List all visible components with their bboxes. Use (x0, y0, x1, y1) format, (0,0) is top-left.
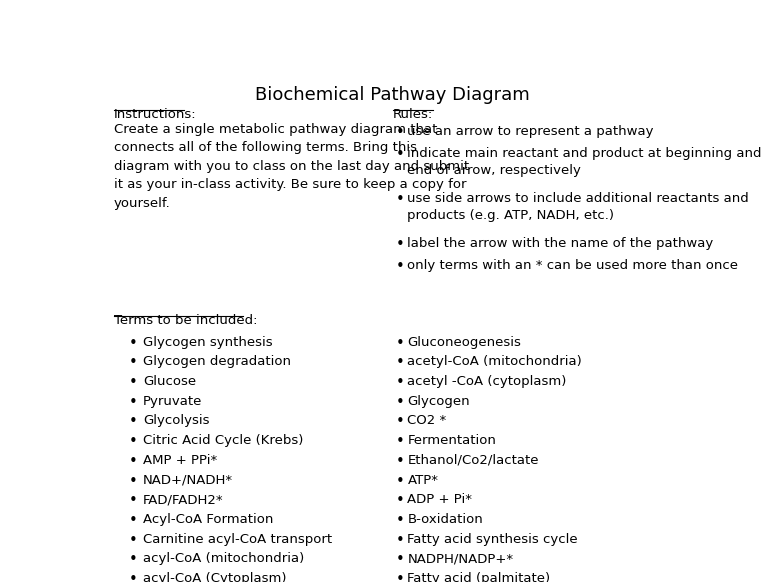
Text: only terms with an * can be used more than once: only terms with an * can be used more th… (408, 259, 738, 272)
Text: •: • (129, 494, 137, 508)
Text: •: • (129, 513, 137, 528)
Text: Gluconeogenesis: Gluconeogenesis (408, 336, 522, 349)
Text: Citric Acid Cycle (Krebs): Citric Acid Cycle (Krebs) (143, 434, 303, 447)
Text: Acyl-CoA Formation: Acyl-CoA Formation (143, 513, 273, 526)
Text: •: • (395, 355, 404, 370)
Text: •: • (395, 395, 404, 410)
Text: •: • (129, 355, 137, 370)
Text: •: • (395, 533, 404, 548)
Text: •: • (395, 474, 404, 489)
Text: •: • (395, 454, 404, 469)
Text: Glycogen degradation: Glycogen degradation (143, 355, 291, 368)
Text: acetyl-CoA (mitochondria): acetyl-CoA (mitochondria) (408, 355, 582, 368)
Text: •: • (129, 375, 137, 390)
Text: •: • (129, 434, 137, 449)
Text: •: • (395, 336, 404, 350)
Text: ADP + Pi*: ADP + Pi* (408, 494, 473, 506)
Text: Fermentation: Fermentation (408, 434, 496, 447)
Text: •: • (129, 552, 137, 567)
Text: Glucose: Glucose (143, 375, 196, 388)
Text: B-oxidation: B-oxidation (408, 513, 483, 526)
Text: •: • (395, 236, 404, 251)
Text: CO2 *: CO2 * (408, 414, 447, 427)
Text: Glycogen: Glycogen (408, 395, 470, 408)
Text: •: • (395, 191, 404, 207)
Text: use side arrows to include additional reactants and
products (e.g. ATP, NADH, et: use side arrows to include additional re… (408, 191, 749, 222)
Text: ATP*: ATP* (408, 474, 438, 487)
Text: •: • (129, 572, 137, 582)
Text: Carnitine acyl-CoA transport: Carnitine acyl-CoA transport (143, 533, 332, 546)
Text: •: • (395, 434, 404, 449)
Text: Biochemical Pathway Diagram: Biochemical Pathway Diagram (255, 86, 530, 104)
Text: Glycogen synthesis: Glycogen synthesis (143, 336, 273, 349)
Text: Create a single metabolic pathway diagram that
connects all of the following ter: Create a single metabolic pathway diagra… (113, 123, 469, 210)
Text: Fatty acid (palmitate): Fatty acid (palmitate) (408, 572, 551, 582)
Text: NAD+/NADH*: NAD+/NADH* (143, 474, 234, 487)
Text: •: • (395, 259, 404, 274)
Text: •: • (395, 494, 404, 508)
Text: Rules:: Rules: (392, 108, 433, 121)
Text: acyl-CoA (mitochondria): acyl-CoA (mitochondria) (143, 552, 305, 566)
Text: acyl-CoA (Cytoplasm): acyl-CoA (Cytoplasm) (143, 572, 286, 582)
Text: acetyl -CoA (cytoplasm): acetyl -CoA (cytoplasm) (408, 375, 567, 388)
Text: •: • (395, 147, 404, 162)
Text: •: • (129, 533, 137, 548)
Text: Pyruvate: Pyruvate (143, 395, 203, 408)
Text: indicate main reactant and product at beginning and
end of arrow, respectively: indicate main reactant and product at be… (408, 147, 762, 177)
Text: •: • (395, 572, 404, 582)
Text: label the arrow with the name of the pathway: label the arrow with the name of the pat… (408, 236, 714, 250)
Text: use an arrow to represent a pathway: use an arrow to represent a pathway (408, 125, 654, 137)
Text: •: • (395, 414, 404, 430)
Text: •: • (129, 395, 137, 410)
Text: Terms to be included:: Terms to be included: (113, 314, 257, 327)
Text: Glycolysis: Glycolysis (143, 414, 210, 427)
Text: AMP + PPi*: AMP + PPi* (143, 454, 218, 467)
Text: •: • (129, 336, 137, 350)
Text: •: • (129, 474, 137, 489)
Text: •: • (129, 414, 137, 430)
Text: •: • (395, 552, 404, 567)
Text: •: • (129, 454, 137, 469)
Text: NADPH/NADP+*: NADPH/NADP+* (408, 552, 513, 566)
Text: •: • (395, 125, 404, 140)
Text: •: • (395, 375, 404, 390)
Text: Fatty acid synthesis cycle: Fatty acid synthesis cycle (408, 533, 578, 546)
Text: Ethanol/Co2/lactate: Ethanol/Co2/lactate (408, 454, 539, 467)
Text: Instructions:: Instructions: (113, 108, 196, 121)
Text: FAD/FADH2*: FAD/FADH2* (143, 494, 224, 506)
Text: •: • (395, 513, 404, 528)
